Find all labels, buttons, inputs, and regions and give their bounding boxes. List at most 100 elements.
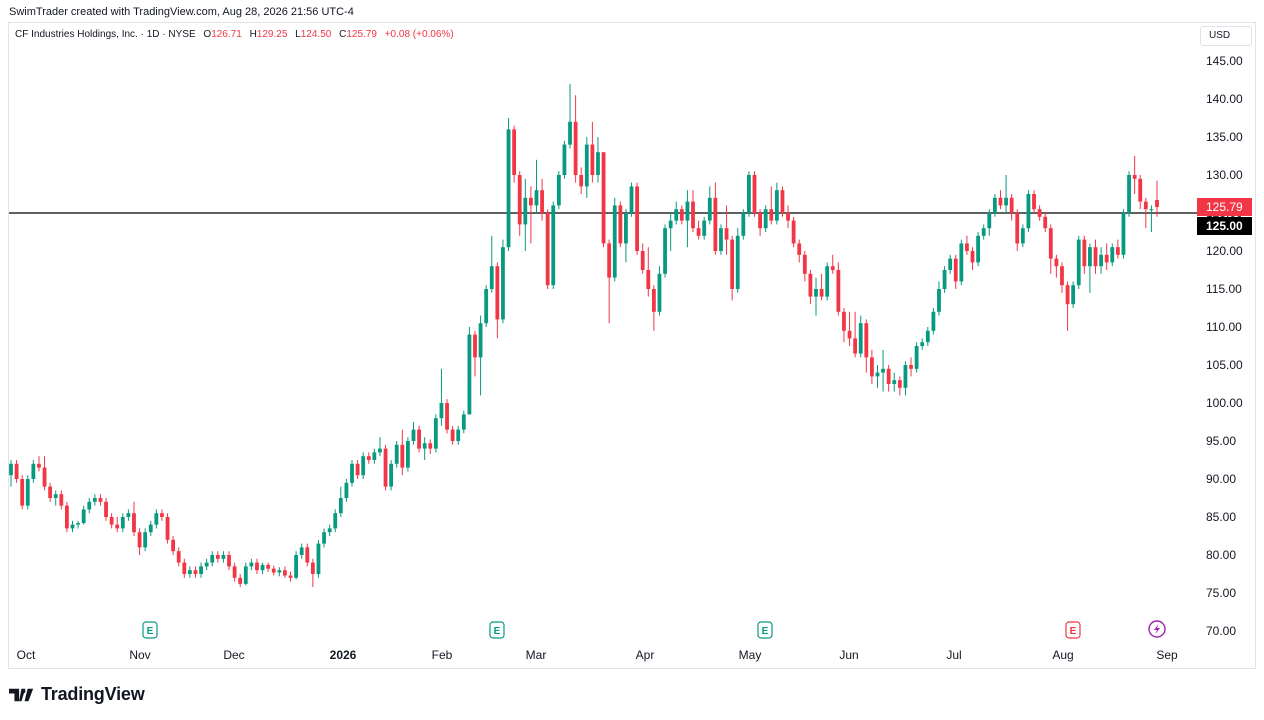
candle-body <box>187 570 192 574</box>
y-tick-label: 110.00 <box>1206 320 1242 334</box>
candle-body <box>467 334 472 415</box>
candle-body <box>925 330 930 343</box>
candle-body <box>42 467 47 487</box>
candle-body <box>20 479 25 506</box>
candle-body <box>797 243 802 255</box>
candle-body <box>215 555 220 559</box>
candle-body <box>350 463 354 483</box>
candle-body <box>730 239 735 289</box>
candle-body <box>176 551 181 563</box>
candle-body <box>417 429 421 449</box>
x-tick-label: Mar <box>526 648 547 662</box>
candle-body <box>109 517 114 525</box>
candle-body <box>227 555 231 567</box>
candle-body <box>646 270 651 289</box>
x-tick-label: Aug <box>1052 648 1073 662</box>
candle-body <box>735 235 740 289</box>
candle-body <box>780 190 785 213</box>
earnings-marker-label: E <box>147 626 154 637</box>
candle-body <box>310 562 315 574</box>
y-tick-label: 115.00 <box>1206 282 1242 296</box>
earnings-marker-icon <box>1065 621 1081 639</box>
x-tick-label: Jun <box>839 648 858 662</box>
candle-body <box>1132 175 1137 179</box>
candle-body <box>847 330 852 339</box>
candle-body <box>277 570 282 573</box>
candle-body <box>635 186 640 251</box>
lightning-icon <box>1154 624 1160 634</box>
candle-body <box>120 517 125 529</box>
candle-body <box>70 524 75 529</box>
candle-body <box>473 334 477 358</box>
candle-body <box>501 247 505 320</box>
candle-body <box>696 228 701 236</box>
candle-body <box>942 270 947 289</box>
candle-body <box>881 368 885 373</box>
candle-body <box>953 258 958 282</box>
candle-body <box>875 372 880 377</box>
candle-body <box>668 220 673 229</box>
candle-body <box>1015 213 1020 244</box>
price-level-label: 125.00 <box>1206 219 1243 233</box>
candle-body <box>791 220 796 244</box>
candle-body <box>506 129 511 248</box>
candle-body <box>1060 266 1064 286</box>
candle-body <box>897 380 902 388</box>
candle-body <box>579 175 584 187</box>
candle-body <box>1054 258 1059 267</box>
candle-body <box>400 444 405 468</box>
candle-body <box>562 144 567 175</box>
candle-body <box>657 273 662 312</box>
candle-body <box>305 547 310 563</box>
candle-body <box>752 175 757 213</box>
legend-open-label: O <box>203 29 212 40</box>
candle-body <box>243 566 248 584</box>
candle-body <box>970 251 975 263</box>
tradingview-brand[interactable]: TradingView <box>9 684 145 705</box>
candle-body <box>428 443 433 449</box>
candle-body <box>87 501 92 510</box>
earnings-marker-label: E <box>1070 626 1077 637</box>
symbol-legend: CF Industries Holdings, Inc. · 1D · NYSE… <box>15 29 454 40</box>
legend-high-value: 129.25 <box>256 29 288 40</box>
candle-body <box>154 513 159 525</box>
candle-body <box>59 494 64 506</box>
candle-body <box>713 197 718 251</box>
earnings-marker-icon <box>489 621 505 639</box>
y-tick-label: 135.00 <box>1206 130 1243 144</box>
currency-selector[interactable]: USD <box>1200 26 1252 46</box>
legend-open-value: 126.71 <box>211 29 242 40</box>
candle-body <box>344 482 349 498</box>
candle-body <box>858 323 863 354</box>
candle-body <box>104 501 108 517</box>
candle-body <box>327 528 332 533</box>
candle-body <box>165 517 170 540</box>
candle-body <box>433 418 438 449</box>
candle-body <box>394 444 399 464</box>
candle-body <box>747 175 751 213</box>
candle-body <box>719 228 723 251</box>
x-tick-label: Jul <box>946 648 961 662</box>
candle-body <box>892 380 897 384</box>
candle-body <box>769 209 774 221</box>
candle-body <box>48 486 53 498</box>
candle-body <box>707 197 712 221</box>
candle-body <box>271 568 276 573</box>
candle-body <box>238 577 243 584</box>
x-tick-label: Feb <box>432 648 453 662</box>
candle-body <box>640 251 645 270</box>
candle-body <box>629 186 634 213</box>
candle-body <box>802 254 807 274</box>
candle-body <box>679 209 684 221</box>
candle-body <box>255 562 259 571</box>
candle-body <box>199 566 203 574</box>
candle-body <box>1099 254 1103 267</box>
legend-change: +0.08 (+0.06%) <box>384 29 454 40</box>
candle-body <box>1071 285 1076 305</box>
legend-symbol: CF Industries Holdings, Inc. · 1D · NYSE <box>15 29 196 40</box>
candle-body <box>1048 228 1053 259</box>
chart-frame <box>8 22 1256 669</box>
candle-body <box>774 190 779 221</box>
candle-body <box>210 555 215 563</box>
